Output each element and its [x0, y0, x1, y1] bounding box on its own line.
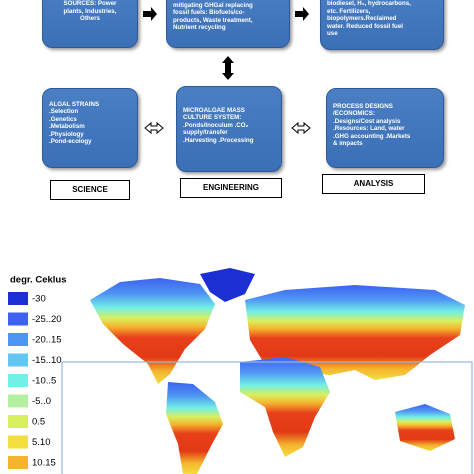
legend-label: -20..15	[32, 335, 62, 346]
node-line: CULTURE SYSTEM:	[183, 114, 242, 122]
node-line: water. Reduced fossil fuel	[327, 22, 403, 30]
node-line: .Harvesting .Processing	[183, 136, 254, 144]
node-line: PROCESS DESIGNS	[333, 103, 393, 110]
legend-label: -25..20	[32, 314, 62, 325]
frame	[61, 361, 473, 474]
legend-swatch	[8, 374, 28, 387]
node-line: ALGAL STRAINS	[49, 101, 100, 108]
legend-label: 0.5	[32, 417, 45, 428]
legend-swatch	[8, 333, 28, 346]
node-line: .Genetics	[49, 115, 77, 123]
label: SCIENCE	[50, 180, 130, 200]
node-line: SOURCES: Power	[63, 0, 117, 8]
legend-label: 5.10	[32, 437, 51, 448]
node-line: fossil fuels: Biofuels/co-	[173, 9, 245, 17]
legend-swatch	[8, 292, 28, 305]
node-line: & impacts	[333, 140, 363, 148]
node-line: products, Waste treatment,	[173, 16, 253, 24]
legend-swatch	[8, 353, 28, 367]
node-line: .Selection	[49, 108, 79, 116]
legend-label: -5..0	[32, 396, 51, 407]
label: ENGINEERING	[180, 178, 282, 198]
legend-swatch	[8, 456, 28, 469]
node-line: .Metabolism	[49, 123, 85, 131]
south-america	[166, 382, 223, 474]
legend-label: -10..5	[32, 376, 56, 387]
world-map	[61, 268, 473, 474]
label: ANALYSIS	[322, 174, 425, 194]
node-line: biopolymers.Reclaimed	[327, 15, 397, 23]
node-line: MICROALGAE MASS	[183, 107, 245, 114]
node: mitigating GHGal replacing fossil fuels: …	[166, 0, 290, 48]
node-line: plants, Industries,	[63, 7, 117, 15]
legend-swatch	[8, 394, 28, 408]
node-line: .Pond-ecology	[49, 138, 92, 146]
node-line: .Physiology	[49, 130, 84, 138]
node: PRODUCTS: CH₄, Ethanolbiodiesel, H₂, hyd…	[320, 0, 444, 50]
legend: -30 -25..20 -20..15 -15..10 -10..5 -5..0 0.5 5.…	[8, 292, 62, 469]
australia	[395, 404, 455, 451]
node: ALGAL STRAINS .Selection .Genetics .Metabol…	[42, 88, 138, 168]
legend-swatch	[8, 415, 28, 428]
legend-label: -30	[32, 294, 46, 305]
legend-title: degr. Ceklus	[10, 275, 67, 286]
node-line: etc. Fertilizers,	[327, 7, 371, 15]
node-line: mitigating GHGal replacing	[173, 2, 253, 9]
legend-swatch	[8, 435, 28, 449]
node-line: use	[327, 30, 338, 38]
eurasia	[245, 285, 465, 380]
node-line: .GHG accounting .Markets	[333, 132, 411, 140]
greenland	[200, 268, 255, 302]
legend-label: 10.15	[32, 458, 56, 469]
node-line: biodiesel, H₂, hydrocarbons,	[327, 0, 411, 8]
node-line: .Ponds/Inoculum .CO₂	[183, 121, 249, 129]
node: PROCESS DESIGNS/ECONOMICS: .Designs/Cost …	[326, 88, 444, 168]
arrows	[143, 7, 311, 135]
node-line: .Designs/Cost analysis	[333, 117, 401, 125]
node-line: supply/transfer	[183, 129, 228, 137]
node-line: Nutrient recycling	[173, 24, 226, 32]
north-america	[90, 278, 215, 384]
africa	[240, 357, 330, 457]
legend-swatch	[8, 312, 28, 326]
node-line: .Resources: Land, water	[333, 125, 405, 133]
node-line: /ECONOMICS:	[333, 110, 375, 118]
legend-label: -15..10	[32, 355, 62, 366]
node: MICROALGAE MASS CULTURE SYSTEM: .Ponds/Ino…	[176, 86, 282, 172]
node-line: Others	[80, 15, 100, 23]
